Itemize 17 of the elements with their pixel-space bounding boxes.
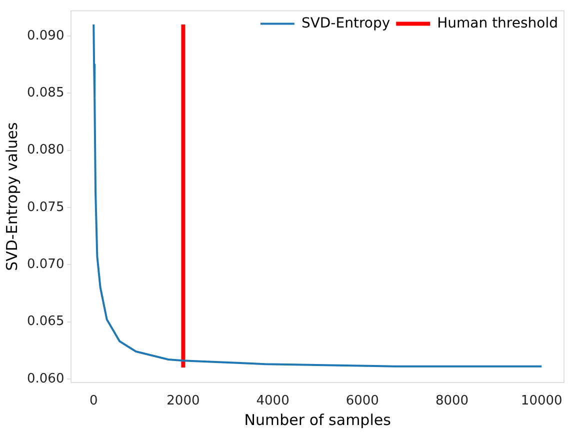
y-tick-label: 0.070	[27, 257, 64, 272]
x-axis-title: Number of samples	[244, 410, 392, 429]
x-tick-label: 6000	[346, 394, 379, 409]
x-tick-label: 4000	[256, 394, 290, 409]
x-tick-label: 0	[89, 394, 98, 409]
y-tick-label: 0.090	[27, 28, 64, 44]
x-tick-label: 8000	[435, 394, 469, 409]
y-tick-label: 0.065	[27, 314, 64, 330]
legend-label: SVD-Entropy	[301, 15, 390, 32]
y-tick-label: 0.080	[27, 142, 64, 158]
x-tick-label: 10000	[520, 394, 562, 409]
y-tick-label: 0.075	[27, 200, 64, 215]
x-tick-label: 2000	[166, 394, 200, 409]
legend-label: Human threshold	[437, 15, 558, 32]
y-tick-label: 0.085	[27, 86, 64, 100]
y-axis-title: SVD-Entropy values	[2, 122, 21, 271]
y-tick-label: 0.060	[27, 371, 64, 386]
